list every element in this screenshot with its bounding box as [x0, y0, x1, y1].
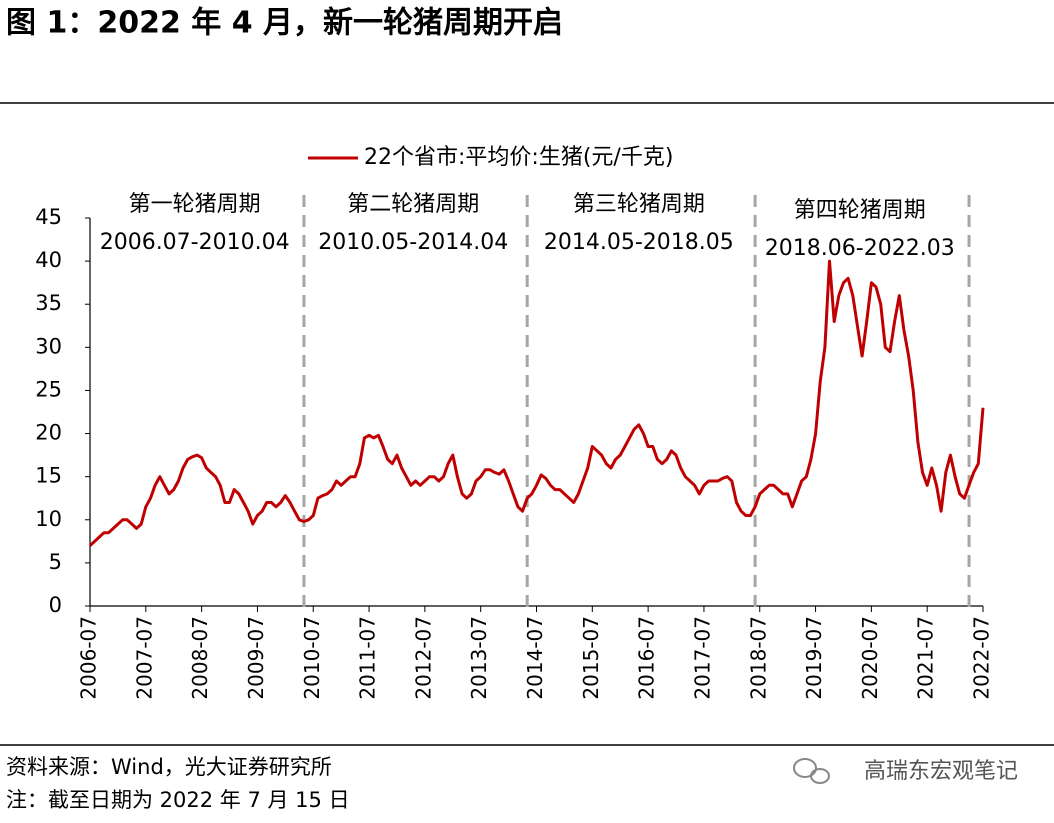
cycle-label: 第一轮猪周期: [129, 192, 261, 217]
note: 注：截至日期为 2022 年 7 月 15 日: [6, 788, 350, 812]
x-tick-label: 2021-07: [914, 616, 938, 700]
x-tick-label: 2008-07: [188, 616, 212, 700]
x-tick-label: 2017-07: [690, 616, 714, 700]
watermark-icon: [793, 758, 830, 784]
x-tick-label: 2020-07: [858, 616, 882, 700]
cycle-period: 2018.06-2022.03: [765, 236, 955, 261]
cycle-label: 第四轮猪周期: [794, 198, 926, 223]
cycle-period: 2006.07-2010.04: [100, 230, 290, 255]
x-tick-label: 2009-07: [244, 616, 268, 700]
cycle-period: 2010.05-2014.04: [318, 230, 508, 255]
y-tick-label: 15: [35, 464, 62, 488]
x-tick-label: 2015-07: [579, 616, 603, 700]
y-tick-label: 5: [49, 550, 62, 574]
y-tick-label: 35: [35, 291, 62, 315]
x-tick-label: 2013-07: [467, 616, 491, 700]
y-tick-label: 0: [49, 593, 62, 617]
x-tick-label: 2022-07: [970, 616, 994, 700]
y-tick-label: 40: [35, 248, 62, 272]
x-tick-label: 2006-07: [77, 616, 101, 700]
x-tick-label: 2014-07: [523, 616, 547, 700]
x-tick-label: 2011-07: [356, 616, 380, 700]
cycle-period: 2014.05-2018.05: [544, 230, 734, 255]
x-tick-label: 2012-07: [411, 616, 435, 700]
legend-label: 22个省市:平均价:生猪(元/千克): [364, 145, 673, 170]
x-tick-label: 2019-07: [802, 616, 826, 700]
y-tick-label: 10: [35, 507, 62, 531]
x-tick-label: 2010-07: [300, 616, 324, 700]
page-title: 图 1：2022 年 4 月，新一轮猪周期开启: [6, 6, 563, 41]
y-tick-label: 25: [35, 377, 62, 401]
x-tick-label: 2007-07: [132, 616, 156, 700]
y-tick-label: 20: [35, 421, 62, 445]
cycle-label: 第二轮猪周期: [347, 192, 479, 217]
x-tick-label: 2016-07: [635, 616, 659, 700]
cycle-label: 第三轮猪周期: [573, 192, 705, 217]
watermark: 高瑞东宏观笔记: [864, 759, 1018, 784]
y-tick-label: 45: [35, 205, 62, 229]
source: 资料来源：Wind，光大证券研究所: [6, 755, 332, 779]
series-line: [88, 259, 985, 547]
y-tick-label: 30: [35, 334, 62, 358]
x-tick-label: 2018-07: [746, 616, 770, 700]
